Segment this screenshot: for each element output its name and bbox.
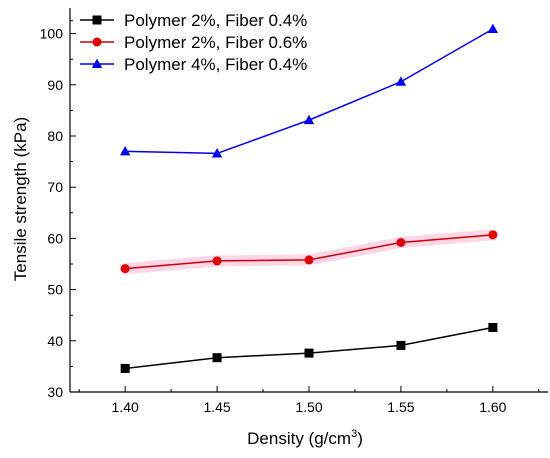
legend-label-1: Polymer 2%, Fiber 0.4% [124,11,307,30]
series-markers [119,23,499,373]
y-tick-label: 40 [47,333,63,349]
y-tick-label: 100 [40,26,64,42]
data-point-s1-4 [396,340,406,350]
data-point-s1-2 [212,353,222,363]
data-point-s2-3 [304,255,314,265]
y-axis-ticks: 30 40 50 60 70 80 90 100 [40,20,76,400]
x-tick-label: 1.50 [295,399,322,415]
x-axis-title: Density (g/cm3) [247,428,363,448]
legend-marker-1 [92,15,102,25]
y-tick-label: 70 [47,179,63,195]
data-point-s2-1 [120,264,130,274]
y-tick-label: 60 [47,230,63,246]
data-point-s3-1 [119,145,131,156]
x-tick-label: 1.40 [112,399,139,415]
data-point-s2-4 [396,237,406,247]
series-line-1 [125,326,493,370]
y-tick-label: 90 [47,77,63,93]
series-lines [125,28,494,370]
data-point-s2-5 [488,230,498,240]
y-tick-label: 80 [47,128,63,144]
data-point-s3-2 [211,148,223,158]
legend: Polymer 2%, Fiber 0.4% Polymer 2%, Fiber … [80,11,307,74]
y-tick-label: 50 [47,282,63,298]
x-axis-title-close: ) [357,429,363,448]
x-tick-label: 1.45 [203,399,230,415]
x-tick-label: 1.55 [387,399,414,415]
y-tick-label: 30 [47,384,63,400]
x-axis-title-superscript: 3 [351,428,357,440]
y-axis-title: Tensile strength (kPa) [11,117,30,281]
x-tick-label: 1.60 [479,399,506,415]
legend-marker-3 [91,58,103,69]
legend-label-3: Polymer 4%, Fiber 0.4% [124,55,307,74]
data-point-s1-5 [488,322,498,332]
x-axis-title-text: Density (g/cm [247,429,351,448]
data-point-s2-2 [212,256,222,266]
x-axis-ticks: 1.40 1.45 1.50 1.55 1.60 [78,386,540,415]
legend-marker-2 [92,37,102,47]
data-point-s1-3 [304,348,314,358]
data-point-s3-5 [487,23,499,34]
legend-label-2: Polymer 2%, Fiber 0.6% [124,33,307,52]
data-point-s3-3 [303,114,315,125]
data-point-s1-1 [120,363,130,373]
data-point-s3-4 [395,76,407,86]
